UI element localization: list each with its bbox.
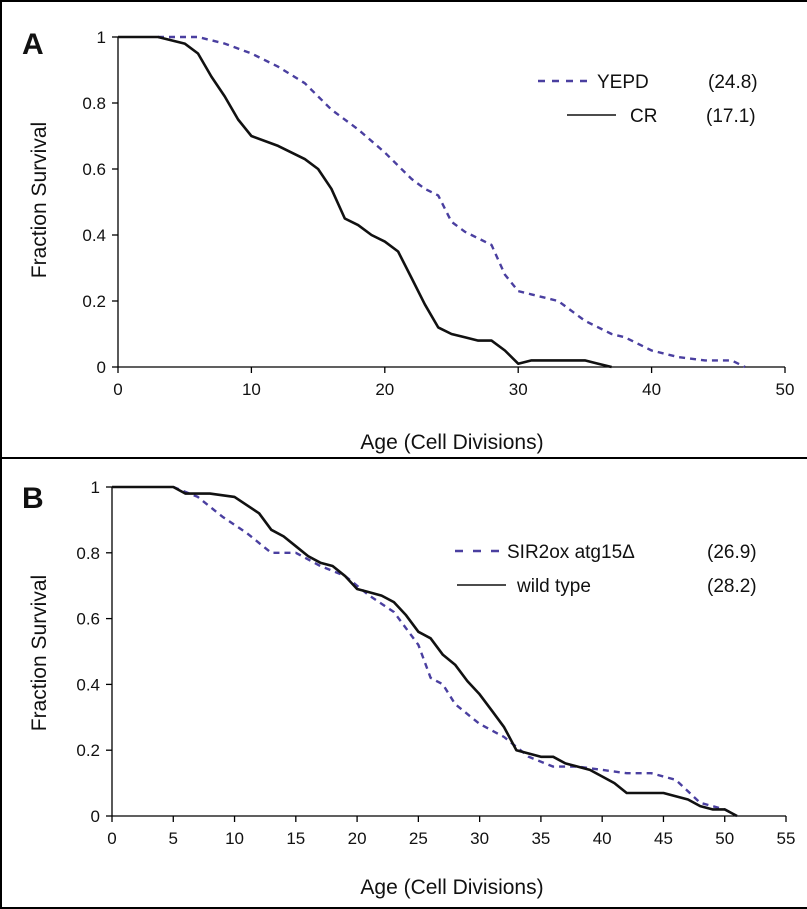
y-tick-label: 1 [97,28,106,47]
y-tick-label: 0.2 [82,292,106,311]
x-tick-label: 55 [777,829,796,848]
y-tick-label: 0 [97,358,106,377]
y-tick-label: 1 [91,478,100,497]
x-tick-label: 0 [113,380,122,399]
x-tick-label: 45 [654,829,673,848]
y-tick-label: 0 [91,807,100,826]
panel-b-legend-value-sir2ox: (26.9) [707,542,757,563]
panel-b-legend-value-wild-type: (28.2) [707,576,757,597]
x-tick-label: 50 [776,380,795,399]
y-tick-label: 0.6 [82,160,106,179]
panel-b: B Fraction Survival Age (Cell Divisions)… [22,478,795,899]
x-tick-label: 15 [286,829,305,848]
series-line-solid [118,35,612,369]
panel-a: A Fraction Survival Age (Cell Divisions)… [22,28,794,454]
series-line-dashed [172,485,738,818]
y-tick-label: 0.4 [82,226,106,245]
panel-a-legend: YEPD (24.8) CR (17.1) [538,72,758,127]
y-tick-label: 0.4 [76,675,100,694]
panel-a-y-axis-title: Fraction Survival [28,122,51,278]
x-tick-label: 30 [470,829,489,848]
y-tick-label: 0.6 [76,610,100,629]
x-tick-label: 50 [715,829,734,848]
x-tick-label: 25 [409,829,428,848]
panel-b-x-axis-title: Age (Cell Divisions) [360,876,543,899]
panel-a-legend-value-yepd: (24.8) [708,72,758,93]
panel-a-series [118,35,746,369]
panel-a-legend-value-cr: (17.1) [706,106,756,127]
x-tick-label: 35 [531,829,550,848]
series-line-dashed [158,35,746,369]
x-tick-label: 10 [242,380,261,399]
panel-a-x-axis-title: Age (Cell Divisions) [360,431,543,454]
panel-b-legend: SIR2ox atg15Δ (26.9) wild type (28.2) [455,542,757,597]
x-tick-label: 20 [348,829,367,848]
panel-b-legend-label-sir2ox: SIR2ox atg15Δ [507,542,635,563]
y-tick-label: 0.8 [82,94,106,113]
y-tick-label: 0.8 [76,544,100,563]
x-tick-label: 40 [642,380,661,399]
panel-a-legend-label-cr: CR [630,106,657,127]
y-tick-label: 0.2 [76,741,100,760]
x-tick-label: 5 [169,829,178,848]
x-tick-label: 20 [375,380,394,399]
series-line-solid [112,485,738,818]
panel-b-y-axis-title: Fraction Survival [28,575,51,731]
panel-letter-a: A [22,28,44,61]
panel-b-ticks: 0 5 10 15 20 25 30 35 40 45 50 55 0 0.2 0.4 0.6 0.8 1 [76,478,795,848]
panel-b-legend-label-wild-type: wild type [516,576,591,597]
x-tick-label: 40 [593,829,612,848]
panel-a-legend-label-yepd: YEPD [597,72,649,93]
panel-letter-b: B [22,482,44,515]
x-tick-label: 10 [225,829,244,848]
x-tick-label: 30 [509,380,528,399]
x-tick-label: 0 [107,829,116,848]
panel-b-series [112,485,738,818]
panel-a-ticks: 0 10 20 30 40 50 0 0.2 0.4 0.6 0.8 1 [82,28,794,399]
